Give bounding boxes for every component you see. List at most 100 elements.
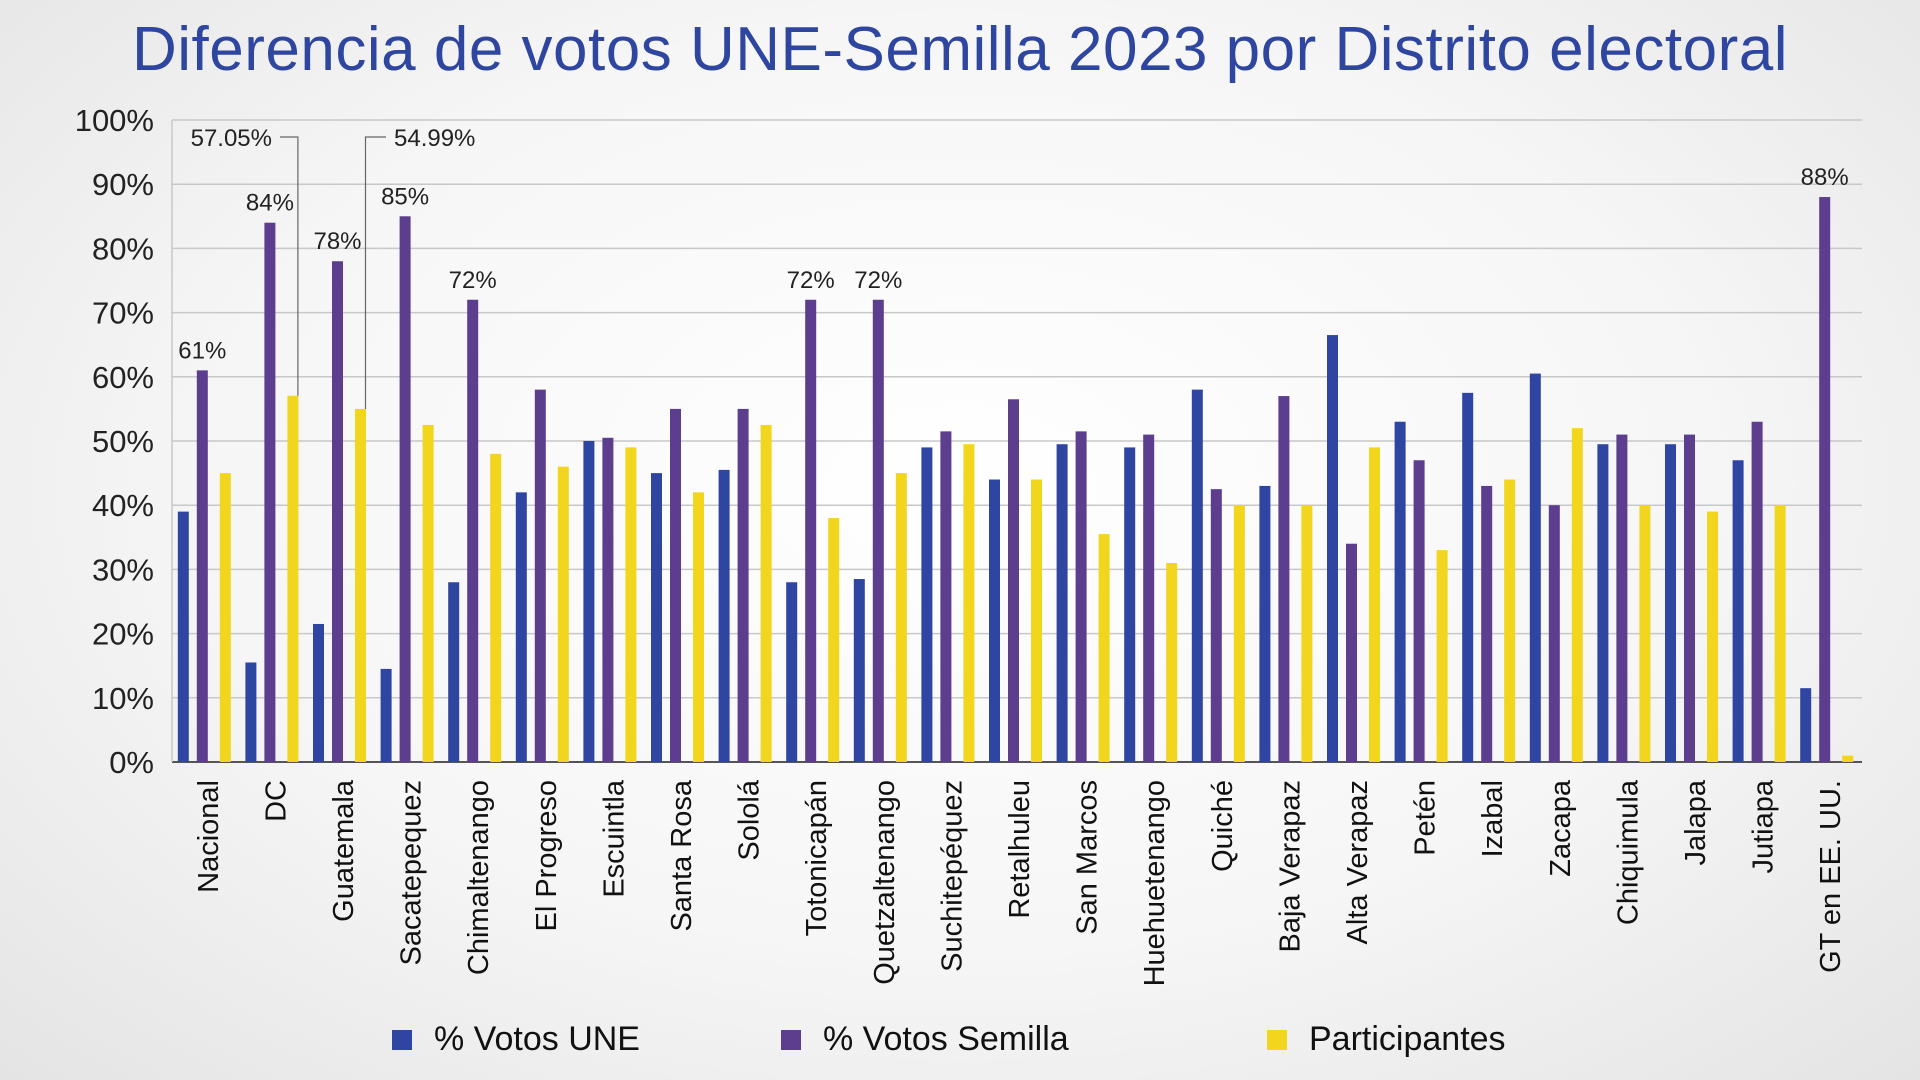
bar-participantes [1369,447,1380,762]
callout-leader-line [280,136,299,396]
bar-semilla [737,408,749,762]
legend-item-une: % Votos UNE [392,1020,640,1059]
legend: % Votos UNE % Votos Semilla Participante… [0,1020,1920,1070]
bar-une [1800,688,1812,762]
bar-une [1394,421,1406,762]
bar-semilla [1278,396,1290,762]
data-label: 72% [449,267,497,294]
legend-swatch-semilla [781,1029,801,1050]
bar-une [921,447,933,762]
bar-une [786,582,798,762]
bar-une [1665,444,1676,762]
y-tick-label: 70% [92,296,154,331]
bar-une [1259,485,1271,762]
bar-participantes [1639,505,1651,762]
chart-title: Diferencia de votos UNE-Semilla 2023 por… [132,15,1788,84]
bar-semilla [1210,489,1222,762]
bar-une [1732,460,1744,762]
bar-une [1597,444,1609,762]
bar-semilla [1616,434,1628,762]
callout-label: 54.99% [394,125,475,152]
bar-participantes [625,447,637,762]
category-label: Huehuetenango [1139,780,1171,986]
bar-participantes [1707,511,1718,762]
y-tick-label: 60% [92,360,154,395]
category-label: Jutiapa [1748,779,1780,873]
bar-une [1056,444,1068,762]
category-label: GT en EE. UU. [1815,780,1847,973]
bar-semilla [670,408,681,762]
category-label: Quetzaltenango [869,780,901,985]
bar-participantes [287,395,299,762]
category-label: Baja Verapaz [1274,780,1306,953]
bar-participantes [1571,428,1583,762]
category-label: Sacatepequez [396,780,428,965]
bar-une [515,492,527,762]
bar-semilla [602,437,614,762]
y-tick-label: 20% [92,617,154,652]
bar-semilla [332,261,343,762]
bar-une [245,662,257,762]
bar-semilla [1684,434,1695,762]
bar-participantes [1301,505,1313,762]
y-tick-label: 10% [92,681,154,716]
data-label: 85% [381,183,429,210]
bar-participantes [490,453,502,762]
callout-leader-line [364,136,386,409]
bar-semilla [940,431,952,762]
data-label: 84% [246,190,294,217]
legend-swatch-participantes [1267,1029,1287,1050]
bar-semilla [872,299,884,762]
bar-une [1327,335,1338,762]
bar-participantes [219,473,231,762]
y-tick-label: 100% [75,103,154,138]
category-label: DC [260,780,292,822]
category-label: Escuintla [598,779,630,898]
bar-semilla [1548,505,1560,762]
category-label: Suchitepéquez [936,780,968,972]
bar-semilla [196,370,208,762]
category-label: Chiquimula [1612,779,1644,925]
legend-label-participantes: Participantes [1309,1020,1506,1058]
category-label: Alta Verapaz [1342,780,1374,944]
bar-semilla [1819,197,1831,763]
category-label: Chimaltenango [463,780,495,975]
bar-une [313,623,324,762]
bar-une [583,441,595,762]
bar-semilla [1143,434,1155,762]
y-tick-label: 40% [92,488,154,523]
legend-label-une: % Votos UNE [434,1020,640,1058]
category-label: Petén [1410,780,1442,856]
data-label: 72% [854,267,902,294]
category-label: Izabal [1477,780,1509,857]
bar-semilla [534,389,546,762]
bar-semilla [805,299,817,762]
bar-semilla [1751,421,1763,762]
bar-participantes [1098,534,1110,762]
legend-swatch-une [392,1029,412,1050]
bar-participantes [1233,505,1245,762]
y-tick-label: 50% [92,424,154,459]
bar-une [380,668,392,762]
category-label: Jalapa [1680,779,1712,865]
bar-participantes [422,424,434,762]
data-label: 78% [313,228,361,255]
bar-participantes [1774,505,1786,762]
callout-label: 57.05% [191,125,272,152]
y-tick-label: 0% [109,745,154,780]
category-label: El Progreso [531,780,563,932]
y-tick-label: 80% [92,231,154,266]
bar-participantes [1842,755,1854,762]
bar-participantes [557,466,569,762]
data-label: 72% [787,267,835,294]
bar-participantes [963,444,975,762]
bar-une [989,479,1000,762]
category-label: Nacional [193,780,225,893]
category-label: Santa Rosa [666,779,698,931]
data-label: 88% [1801,164,1849,191]
legend-item-semilla: % Votos Semilla [781,1020,1069,1059]
bar-participantes [693,492,704,762]
y-tick-label: 90% [92,167,154,202]
bar-une [1124,447,1136,762]
bar-participantes [760,424,772,762]
